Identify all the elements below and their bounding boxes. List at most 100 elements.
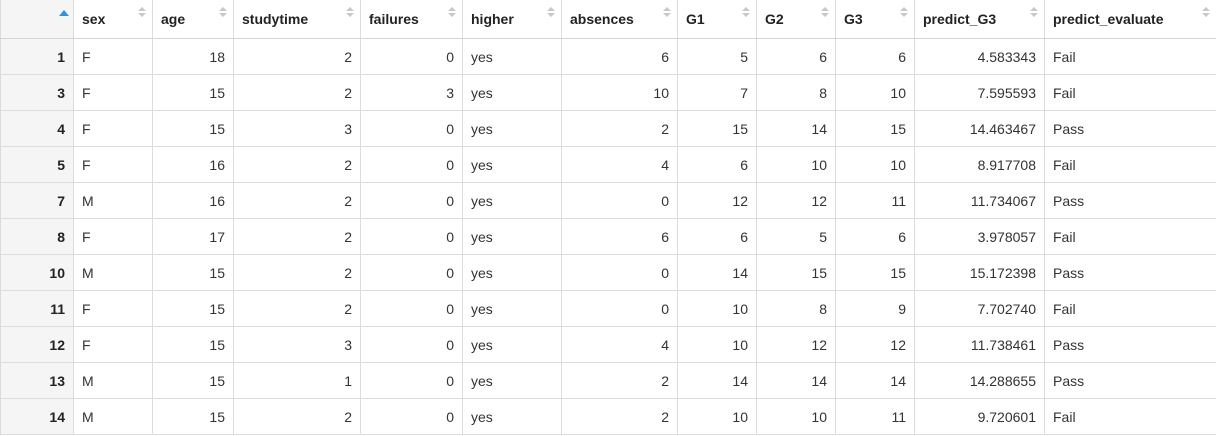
row-name: 3 [0, 74, 74, 111]
row-name: 13 [0, 362, 74, 399]
table-cell-g3: 10 [835, 146, 915, 183]
table-cell-failures: 0 [360, 398, 463, 435]
table-row[interactable]: 10 M 15 2 0 yes 0 14 15 15 15.172398 Pass [0, 254, 1216, 291]
table-row[interactable]: 3 F 15 2 3 yes 10 7 8 10 7.595593 Fail [0, 74, 1216, 111]
row-index-header[interactable] [0, 0, 74, 39]
table-cell-predict-g3: 14.288655 [914, 362, 1045, 399]
table-cell-g2: 15 [756, 254, 836, 291]
sort-toggle-icon[interactable] [219, 7, 227, 17]
table-cell-age: 15 [152, 110, 234, 147]
table-cell-absences: 0 [561, 182, 678, 219]
table-row[interactable]: 1 F 18 2 0 yes 6 5 6 6 4.583343 Fail [0, 38, 1216, 75]
table-row[interactable]: 8 F 17 2 0 yes 6 6 5 6 3.978057 Fail [0, 218, 1216, 255]
table-row[interactable]: 11 F 15 2 0 yes 0 10 8 9 7.702740 Fail [0, 290, 1216, 327]
sort-down-icon [1030, 13, 1038, 17]
table-cell-g3: 15 [835, 110, 915, 147]
column-header-g2[interactable]: G2 [756, 0, 836, 39]
table-cell-predict-evaluate: Pass [1044, 326, 1216, 363]
table-row[interactable]: 13 M 15 1 0 yes 2 14 14 14 14.288655 Pass [0, 362, 1216, 399]
table-cell-higher: yes [462, 110, 562, 147]
table-cell-predict-g3: 3.978057 [914, 218, 1045, 255]
table-cell-sex: M [73, 254, 153, 291]
table-cell-higher: yes [462, 254, 562, 291]
sort-toggle-icon[interactable] [900, 7, 908, 17]
column-header-predict-g3[interactable]: predict_G3 [914, 0, 1045, 39]
column-header-age[interactable]: age [152, 0, 234, 39]
table-cell-g1: 12 [677, 182, 757, 219]
table-cell-g3: 6 [835, 38, 915, 75]
table-row[interactable]: 7 M 16 2 0 yes 0 12 12 11 11.734067 Pass [0, 182, 1216, 219]
table-cell-g2: 12 [756, 182, 836, 219]
sort-up-icon [821, 7, 829, 11]
table-cell-age: 17 [152, 218, 234, 255]
table-cell-g3: 14 [835, 362, 915, 399]
column-header-g3[interactable]: G3 [835, 0, 915, 39]
sort-down-icon [1202, 13, 1210, 17]
table-cell-g2: 8 [756, 290, 836, 327]
column-header-higher[interactable]: higher [462, 0, 562, 39]
table-cell-higher: yes [462, 398, 562, 435]
table-cell-studytime: 2 [233, 182, 361, 219]
row-name: 12 [0, 326, 74, 363]
table-cell-predict-g3: 11.734067 [914, 182, 1045, 219]
table-cell-sex: F [73, 290, 153, 327]
sort-toggle-icon[interactable] [138, 7, 146, 17]
table-cell-absences: 2 [561, 110, 678, 147]
sort-up-icon [346, 7, 354, 11]
table-cell-higher: yes [462, 38, 562, 75]
table-cell-absences: 2 [561, 362, 678, 399]
table-cell-predict-evaluate: Pass [1044, 254, 1216, 291]
table-cell-higher: yes [462, 218, 562, 255]
table-cell-studytime: 2 [233, 398, 361, 435]
column-header-label: G1 [686, 11, 705, 27]
column-header-predict-evaluate[interactable]: predict_evaluate [1044, 0, 1216, 39]
table-cell-g2: 14 [756, 110, 836, 147]
table-cell-g1: 15 [677, 110, 757, 147]
table-cell-sex: F [73, 146, 153, 183]
table-cell-studytime: 2 [233, 38, 361, 75]
table-cell-predict-evaluate: Fail [1044, 146, 1216, 183]
sort-down-icon [138, 13, 146, 17]
sort-toggle-icon[interactable] [547, 7, 555, 17]
column-header-absences[interactable]: absences [561, 0, 678, 39]
row-name: 4 [0, 110, 74, 147]
column-header-label: absences [570, 11, 634, 27]
column-header-studytime[interactable]: studytime [233, 0, 361, 39]
table-cell-age: 15 [152, 254, 234, 291]
table-cell-predict-g3: 7.702740 [914, 290, 1045, 327]
column-header-sex[interactable]: sex [73, 0, 153, 39]
table-cell-failures: 0 [360, 218, 463, 255]
table-cell-higher: yes [462, 146, 562, 183]
table-cell-predict-g3: 14.463467 [914, 110, 1045, 147]
column-header-label: studytime [242, 11, 309, 27]
table-cell-absences: 0 [561, 254, 678, 291]
table-cell-predict-g3: 15.172398 [914, 254, 1045, 291]
sort-toggle-icon[interactable] [663, 7, 671, 17]
sort-toggle-icon[interactable] [1030, 7, 1038, 17]
table-cell-age: 15 [152, 362, 234, 399]
row-name: 1 [0, 38, 74, 75]
column-header-failures[interactable]: failures [360, 0, 463, 39]
table-row[interactable]: 5 F 16 2 0 yes 4 6 10 10 8.917708 Fail [0, 146, 1216, 183]
column-header-label: predict_G3 [923, 11, 997, 27]
table-row[interactable]: 12 F 15 3 0 yes 4 10 12 12 11.738461 Pass [0, 326, 1216, 363]
sort-toggle-icon[interactable] [1202, 7, 1210, 17]
table-cell-failures: 0 [360, 38, 463, 75]
table-cell-studytime: 2 [233, 290, 361, 327]
table-cell-g2: 5 [756, 218, 836, 255]
column-header-label: sex [82, 11, 106, 27]
table-cell-failures: 0 [360, 110, 463, 147]
sort-toggle-icon[interactable] [821, 7, 829, 17]
sort-toggle-icon[interactable] [346, 7, 354, 17]
table-row[interactable]: 4 F 15 3 0 yes 2 15 14 15 14.463467 Pass [0, 110, 1216, 147]
table-cell-predict-g3: 11.738461 [914, 326, 1045, 363]
column-header-g1[interactable]: G1 [677, 0, 757, 39]
sort-down-icon [547, 13, 555, 17]
table-cell-g3: 10 [835, 74, 915, 111]
table-cell-predict-evaluate: Fail [1044, 290, 1216, 327]
table-row[interactable]: 14 M 15 2 0 yes 2 10 10 11 9.720601 Fail [0, 398, 1216, 435]
sort-toggle-icon[interactable] [742, 7, 750, 17]
table-cell-sex: M [73, 398, 153, 435]
sort-toggle-icon[interactable] [448, 7, 456, 17]
table-cell-g3: 9 [835, 290, 915, 327]
